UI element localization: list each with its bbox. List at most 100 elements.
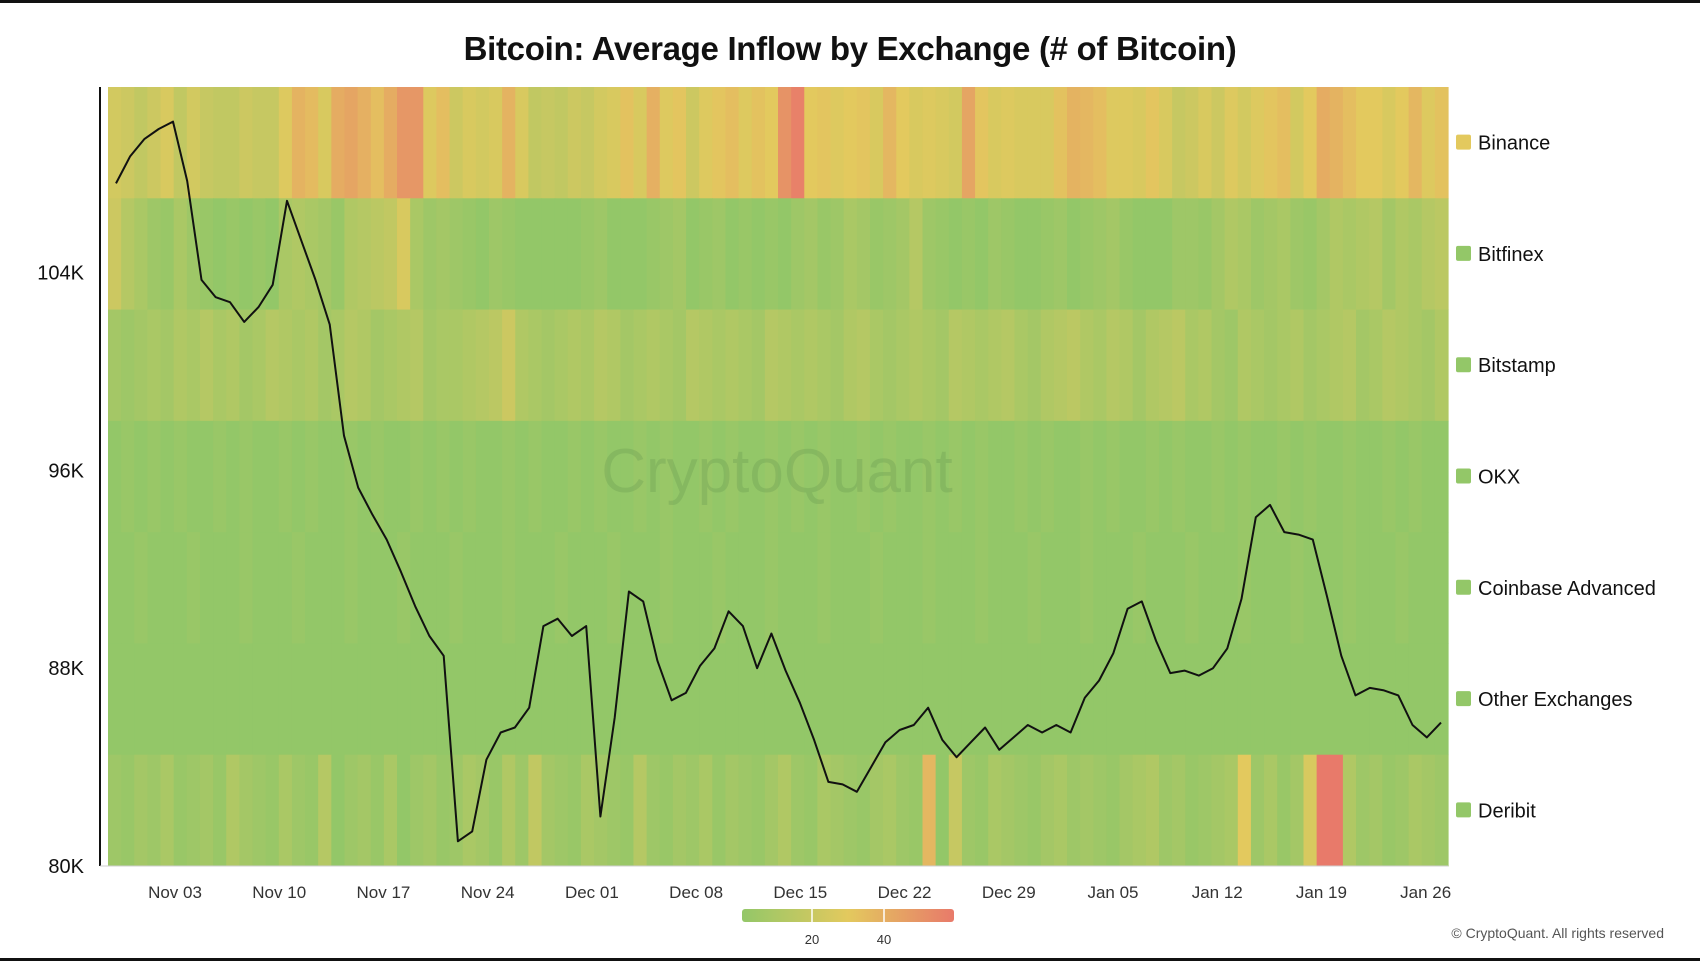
heatmap-cell [1382, 198, 1397, 310]
heatmap-cell [305, 309, 319, 422]
heatmap-cell [1395, 420, 1410, 533]
heatmap-cell [817, 198, 832, 310]
heatmap-cell [226, 309, 240, 422]
heatmap-cell [935, 87, 950, 199]
heatmap-cell [580, 532, 595, 644]
heatmap-cell [830, 643, 845, 756]
heatmap-cell [160, 309, 175, 422]
heatmap-cell [1316, 532, 1331, 644]
heatmap-cell [1145, 754, 1160, 867]
heatmap-cell [370, 87, 385, 199]
heatmap-cell [397, 754, 411, 867]
legend-swatch [1456, 357, 1471, 373]
heatmap-cell [1369, 643, 1383, 756]
heatmap-cell [1434, 643, 1449, 756]
heatmap-cell [830, 87, 845, 199]
heatmap-cell [1316, 198, 1331, 310]
heatmap-cell [1356, 532, 1370, 644]
heatmap-cell [1080, 643, 1094, 756]
heatmap-cell [843, 309, 858, 422]
heatmap-cell [1303, 643, 1318, 756]
heatmap-cell [108, 420, 122, 533]
heatmap-cell [725, 198, 740, 310]
heatmap-cell [108, 643, 122, 756]
heatmap-cell [883, 87, 897, 199]
heatmap-cell [922, 754, 937, 867]
heatmap-cell [1001, 198, 1016, 310]
heatmap-cell [436, 643, 451, 756]
heatmap-cell [108, 754, 122, 867]
heatmap-cell [1119, 754, 1134, 867]
heatmap-cell [502, 420, 516, 533]
heatmap-cell [1001, 87, 1016, 199]
heatmap-cell [370, 643, 385, 756]
heatmap-cell [791, 198, 805, 310]
heatmap-cell [738, 532, 753, 644]
heatmap-cell [410, 643, 424, 756]
heatmap-cell [725, 532, 740, 644]
heatmap-cell [1014, 754, 1029, 867]
heatmap-cell [738, 420, 753, 533]
heatmap-cell [567, 754, 582, 867]
heatmap-cell [1001, 754, 1016, 867]
heatmap-cell [370, 532, 385, 644]
heatmap-cell [791, 754, 805, 867]
heatmap-cell [1080, 754, 1094, 867]
heatmap-cell [1264, 309, 1278, 422]
heatmap-cell [1250, 754, 1265, 867]
heatmap-cell [344, 309, 359, 422]
heatmap-cell [751, 87, 766, 199]
heatmap-cell [1434, 420, 1449, 533]
heatmap-cell [567, 309, 582, 422]
heatmap-cell [1408, 532, 1423, 644]
heatmap-cell [1132, 754, 1147, 867]
frame-top-border [0, 0, 1700, 3]
heatmap-cell [791, 87, 805, 199]
heatmap-cell [436, 754, 451, 867]
x-tick-label: Dec 22 [878, 883, 932, 902]
heatmap-cell [502, 87, 516, 199]
heatmap-cell [291, 198, 306, 310]
heatmap-cell [410, 420, 424, 533]
heatmap-cell [1185, 87, 1199, 199]
heatmap-cell [357, 754, 372, 867]
heatmap-cell [397, 87, 411, 199]
heatmap-cell [515, 420, 529, 533]
heatmap-cell [1145, 198, 1160, 310]
heatmap-cell [712, 309, 727, 422]
heatmap-cell [843, 420, 858, 533]
heatmap-cell [121, 420, 135, 533]
heatmap-cell [712, 420, 727, 533]
heatmap-cell [515, 643, 529, 756]
heatmap-cell [764, 532, 779, 644]
heatmap-cell [896, 532, 910, 644]
heatmap-cell [1172, 420, 1186, 533]
heatmap-cell [265, 87, 280, 199]
heatmap-cell [607, 309, 621, 422]
heatmap-cell [449, 198, 464, 310]
heatmap-cell [935, 754, 950, 867]
heatmap-cell [975, 643, 989, 756]
heatmap-cell [1421, 87, 1436, 199]
heatmap-cell [1132, 87, 1147, 199]
heatmap-cell [1040, 309, 1055, 422]
heatmap-cell [383, 198, 398, 310]
heatmap-cell [869, 532, 884, 644]
price-line-layer [115, 120, 1442, 843]
heatmap-cell [554, 754, 569, 867]
heatmap-cell [1093, 198, 1108, 310]
heatmap-cell [1277, 532, 1291, 644]
heatmap-cell [961, 643, 976, 756]
heatmap-cell [186, 754, 201, 867]
heatmap-cell [699, 643, 713, 756]
heatmap-cell [1224, 643, 1239, 756]
heatmap-cell [370, 309, 385, 422]
heatmap-cell [869, 309, 884, 422]
heatmap-cell [843, 643, 858, 756]
heatmap-cell [1198, 87, 1213, 199]
heatmap-cell [672, 420, 687, 533]
heatmap-cell [1277, 87, 1291, 199]
heatmap-cell [1224, 198, 1239, 310]
heatmap-cell [1421, 309, 1436, 422]
heatmap-cell [305, 87, 319, 199]
